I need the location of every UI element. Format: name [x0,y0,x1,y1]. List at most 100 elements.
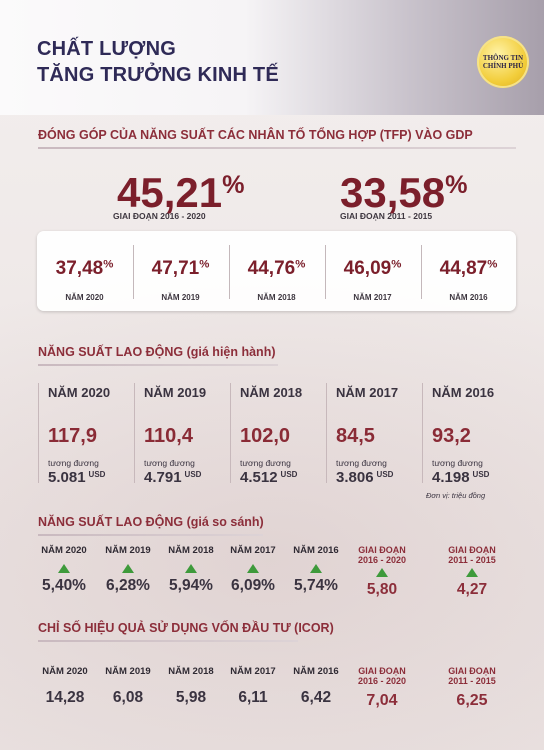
tfp-year-cell: 47,71% NĂM 2019 [133,231,228,311]
icor-year: NĂM 2018 5,98 [158,666,224,707]
icor-year-label: NĂM 2020 [42,666,88,677]
period-label-line-1: GIAI ĐOẠN [448,666,496,676]
page-title: CHẤT LƯỢNG TĂNG TRƯỞNG KINH TẾ [37,36,279,88]
header-band: CHẤT LƯỢNG TĂNG TRƯỞNG KINH TẾ THÔNG TIN… [0,0,544,115]
column-divider [326,383,327,483]
icor-value: 6,11 [238,689,268,706]
icor-value: 6,08 [112,689,144,706]
period-label-line-2: 2016 - 2020 [357,555,407,565]
cmp-value: 6,09% [231,577,275,594]
icor-section-title: CHỈ SỐ HIỆU QUẢ SỬ DỤNG VỐN ĐẦU TƯ (ICOR… [38,621,334,642]
period-value: 4,27 [456,581,488,598]
lp-value: 102,0 [240,425,291,447]
up-arrow-icon [58,564,70,573]
percent-sign: % [445,171,468,199]
lp-year-label: NĂM 2017 [336,385,399,400]
lp-equiv-label: tương đương [336,458,387,468]
up-arrow-icon [376,568,388,577]
tfp-title-text: ĐÓNG GÓP CỦA NĂNG SUẤT CÁC NHÂN TỐ TỔNG … [38,128,473,142]
icor-year: NĂM 2016 6,42 [283,666,349,707]
cmp-year-label: NĂM 2018 [168,545,214,556]
icor-period: GIAI ĐOẠN 2011 - 2015 6,25 [439,666,505,710]
icor-year: NĂM 2017 6,11 [220,666,286,707]
title-line-1: CHẤT LƯỢNG [37,38,176,60]
tfp-years-card: 37,48% NĂM 2020 47,71% NĂM 2019 44,76% N… [37,231,516,311]
lp-year-label: NĂM 2016 [432,385,495,400]
lp-value: 117,9 [48,425,97,447]
lp-equiv-label: tương đương [432,458,483,468]
tfp-year-label: NĂM 2017 [353,293,392,302]
tfp-year-value: 37,48% [55,258,114,279]
icor-value: 6,42 [300,689,332,706]
icor-year-label: NĂM 2017 [230,666,276,677]
lp-year-label: NĂM 2020 [48,385,111,400]
lp-value: 110,4 [144,425,193,447]
big-number: 33,58 [340,168,446,216]
tfp-big-value-2011-2015: 33,58% [340,164,468,214]
labor-current-year-column: NĂM 2018 102,0 tương đương 4.512 USD [230,383,324,495]
column-divider [38,383,39,483]
tfp-year-label: NĂM 2018 [257,293,296,302]
lp-usd-value: 4.791 USD [144,469,202,486]
up-arrow-icon [466,568,478,577]
period-label-line-1: GIAI ĐOẠN [358,666,406,676]
cmp-value: 5,94% [169,577,213,594]
column-divider [422,383,423,483]
lp-equiv-label: tương đương [144,458,195,468]
labor-compare-year: NĂM 2019 6,28% [96,545,160,595]
icor-title-text: CHỈ SỐ HIỆU QUẢ SỬ DỤNG VỐN ĐẦU TƯ (ICOR… [38,621,334,635]
lp-usd-value: 5.081 USD [48,469,106,486]
icor-period: GIAI ĐOẠN 2016 - 2020 7,04 [349,666,415,710]
section-divider [38,640,298,642]
labor-current-year-column: NĂM 2019 110,4 tương đương 4.791 USD [134,383,228,495]
lp-equiv-label: tương đương [240,458,291,468]
cmp-value: 6,28% [106,577,150,594]
labor-current-section-title: NĂNG SUẤT LAO ĐỘNG (giá hiện hành) [38,345,278,366]
period-value: 5,80 [366,581,398,598]
title-line-2: TĂNG TRƯỞNG KINH TẾ [37,64,279,86]
cmp-year-label: NĂM 2019 [105,545,151,556]
labor-compare-title-text: NĂNG SUẤT LAO ĐỘNG (giá so sánh) [38,515,264,529]
icor-year: NĂM 2020 14,28 [32,666,98,707]
labor-compare-year: NĂM 2016 5,74% [284,545,348,595]
icor-year-label: NĂM 2019 [105,666,151,677]
labor-compare-section-title: NĂNG SUẤT LAO ĐỘNG (giá so sánh) [38,515,264,536]
logo-text-1: THÔNG TIN [482,54,524,62]
card-divider [133,245,134,299]
tfp-year-value: 47,71% [151,258,210,279]
lp-value: 84,5 [336,425,375,447]
logo-text-2: CHÍNH PHỦ [482,62,524,70]
icor-year-label: NĂM 2016 [293,666,339,677]
labor-current-year-column: NĂM 2020 117,9 tương đương 5.081 USD [38,383,132,495]
labor-compare-year: NĂM 2017 6,09% [221,545,285,595]
up-arrow-icon [122,564,134,573]
tfp-year-cell: 37,48% NĂM 2020 [37,231,132,311]
lp-usd-value: 4.512 USD [240,469,298,486]
percent-sign: % [222,171,245,199]
labor-compare-period: GIAI ĐOẠN 2011 - 2015 4,27 [440,545,504,599]
lp-usd-value: 3.806 USD [336,469,394,486]
labor-current-year-column: NĂM 2017 84,5 tương đương 3.806 USD [326,383,420,495]
lp-usd-value: 4.198 USD [432,469,490,486]
period-label-line-2: 2011 - 2015 [448,676,496,686]
unit-note: Đơn vị: triệu đồng [426,491,486,500]
icor-value: 14,28 [45,689,85,706]
card-divider [421,245,422,299]
labor-current-title-text: NĂNG SUẤT LAO ĐỘNG (giá hiện hành) [38,345,276,359]
period-value: 6,25 [456,692,488,709]
icor-value: 5,98 [175,689,207,706]
column-divider [230,383,231,483]
tfp-big-value-2016-2020: 45,21% [117,164,245,214]
tfp-year-cell: 44,76% NĂM 2018 [229,231,324,311]
lp-year-label: NĂM 2018 [240,385,303,400]
tfp-big-caption-2011-2015: GIAI ĐOẠN 2011 - 2015 [340,211,433,221]
tfp-section-title: ĐÓNG GÓP CỦA NĂNG SUẤT CÁC NHÂN TỐ TỔNG … [38,128,516,149]
period-label-line-1: GIAI ĐOẠN [358,545,406,555]
period-value: 7,04 [366,692,398,709]
period-label-line-2: 2011 - 2015 [448,555,496,565]
lp-equiv-label: tương đương [48,458,99,468]
period-label-line-2: 2016 - 2020 [357,676,407,686]
icor-year-label: NĂM 2018 [168,666,214,677]
up-arrow-icon [247,564,259,573]
